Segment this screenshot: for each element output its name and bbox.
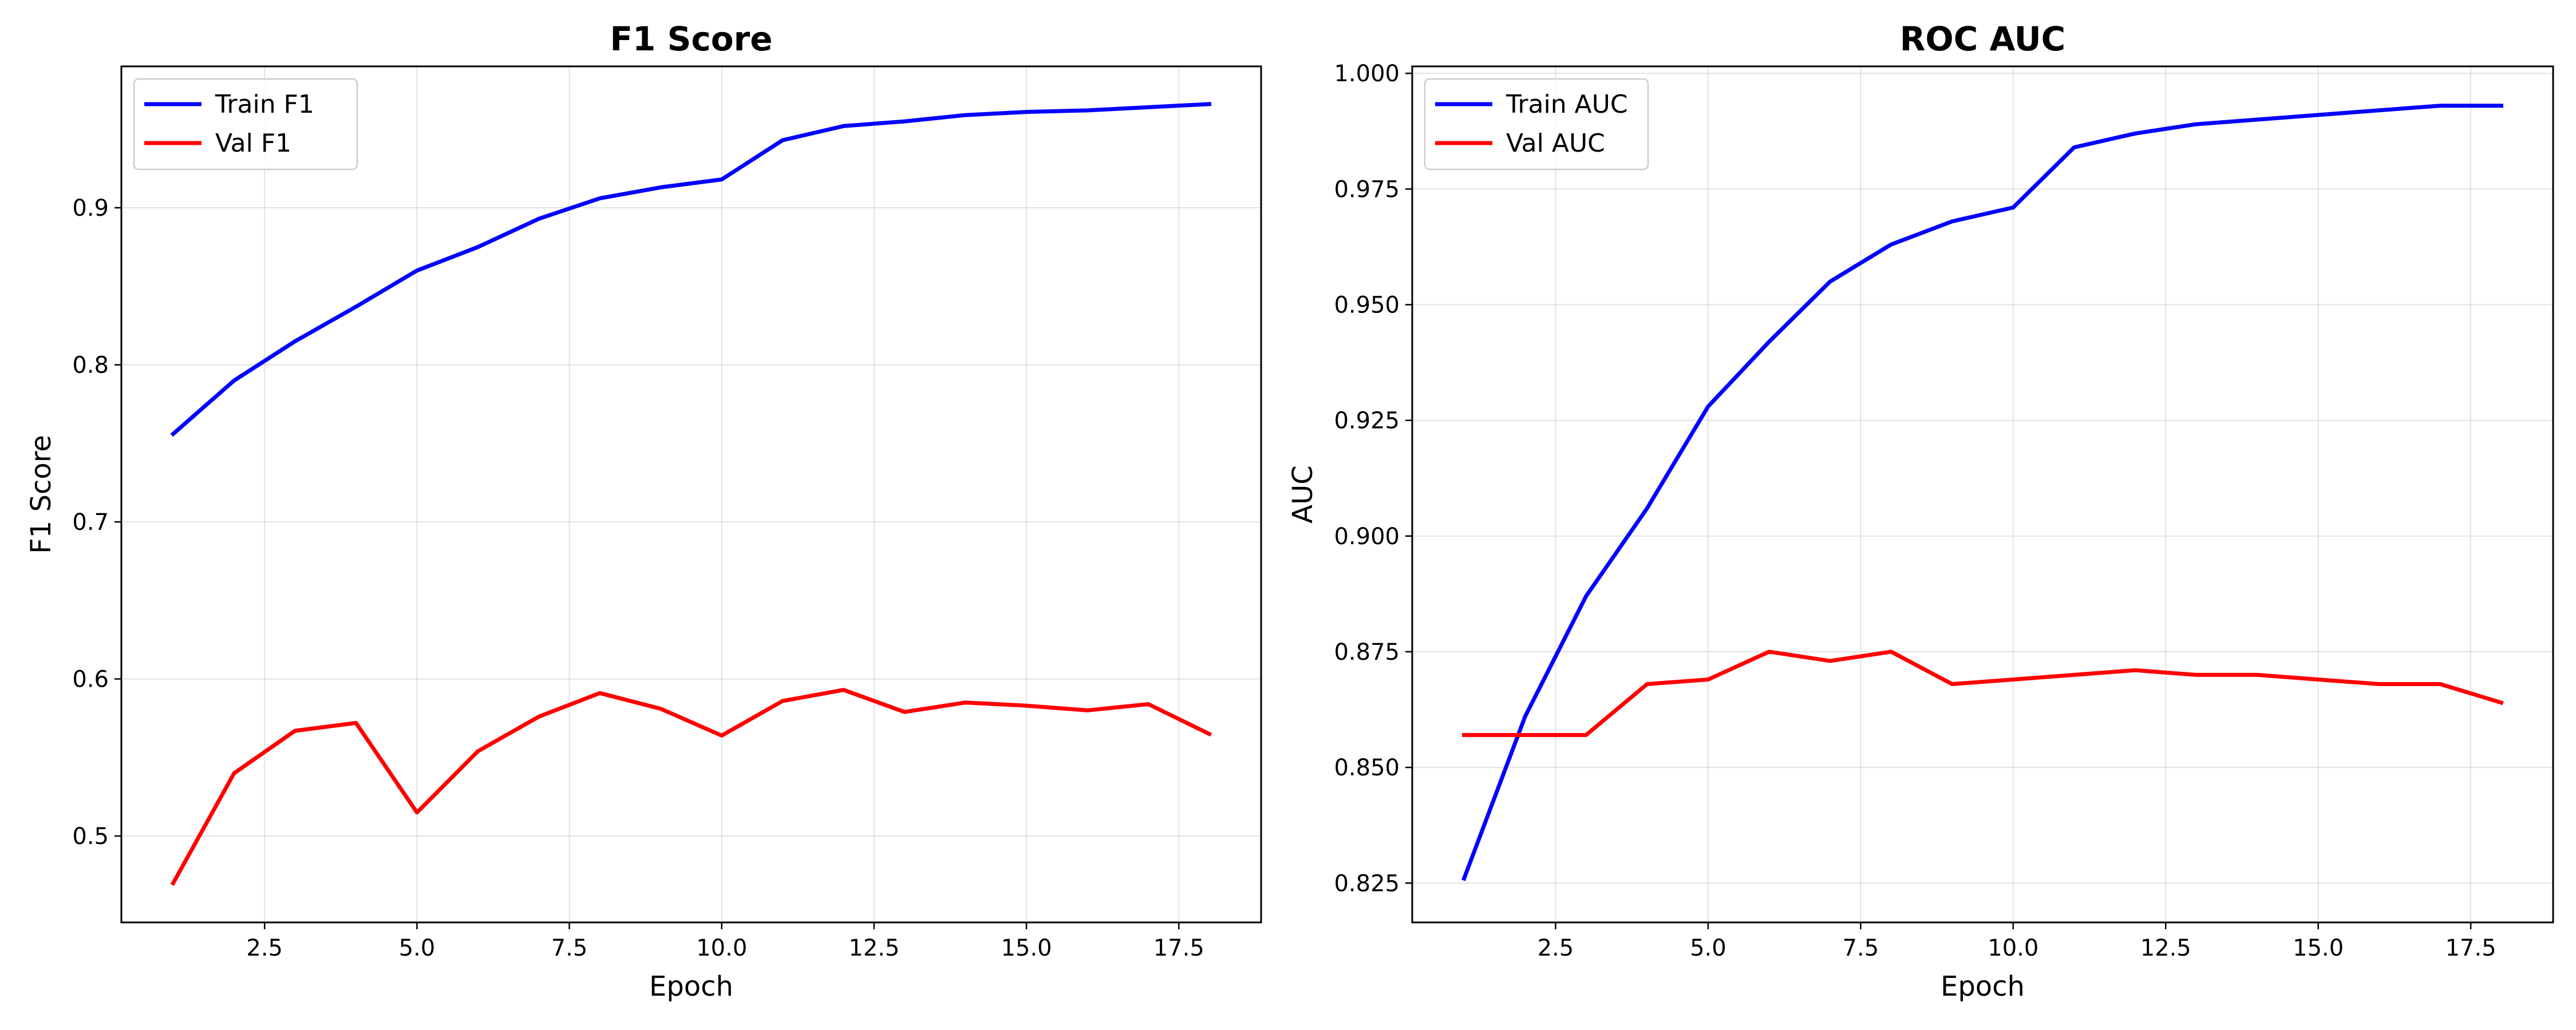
x-tick-label: 7.5 [1843,935,1879,961]
x-axis-label: Epoch [649,970,733,1003]
legend-frame [1424,78,1649,171]
legend: Train F1 Val F1 [133,78,358,171]
y-axis-label: AUC [1287,465,1319,523]
y-tick-label: 1.000 [1334,61,1400,87]
chart-title: ROC AUC [1900,19,2066,58]
plot-frame [120,65,1262,924]
x-tick-label: 10.0 [696,935,747,961]
x-axis-label: Epoch [1941,970,2025,1003]
y-tick-label: 0.9 [72,195,109,221]
x-tick-label: 15.0 [2293,935,2344,961]
subplot-f1: 2.5 5.0 7.5 10.0 12.5 15.0 17.5 0.5 0.6 0.7 0.8 0.9… [25,19,1262,1003]
y-tick-label: 0.7 [72,509,109,536]
x-tick-label: 17.5 [2445,935,2496,961]
y-tick-label: 0.8 [72,352,109,379]
y-tick-label: 0.5 [72,823,109,850]
series-line-val-f1 [170,688,1212,886]
x-tick-label: 5.0 [399,935,436,961]
x-tick-label: 2.5 [246,935,283,961]
legend-label-val-f1: Val F1 [215,129,291,158]
series-line-train-auc [1461,104,2503,881]
x-tick-label: 7.5 [551,935,588,961]
x-tick-label: 12.5 [2140,935,2191,961]
x-tick-label: 17.5 [1153,935,1204,961]
subplot-roc-auc: 2.5 5.0 7.5 10.0 12.5 15.0 17.5 0.825 0.850 0.875… [1287,19,2554,1003]
legend-label-val-auc: Val AUC [1506,129,1605,158]
y-tick-label: 0.825 [1334,870,1400,897]
y-tick-label: 0.950 [1334,292,1400,318]
series-line-val-auc [1462,649,2504,737]
legend: Train AUC Val AUC [1424,78,1649,171]
y-tick-label: 0.875 [1334,639,1400,665]
y-axis-label: F1 Score [25,435,57,554]
legend-label-train-f1: Train F1 [215,90,314,119]
y-tick-label: 0.925 [1334,408,1400,434]
x-tick-label: 15.0 [1001,935,1052,961]
x-tick-label: 2.5 [1538,935,1574,961]
y-tick-label: 0.975 [1334,176,1400,203]
x-tick-label: 5.0 [1690,935,1726,961]
series-line-train-f1 [170,102,1212,437]
y-tick-label: 0.6 [72,667,109,693]
legend-label-train-auc: Train AUC [1506,90,1628,119]
chart-title: F1 Score [610,19,772,58]
y-tick-label: 0.850 [1334,755,1400,781]
plot-frame [1411,65,2554,924]
x-tick-label: 12.5 [848,935,899,961]
x-tick-label: 10.0 [1988,935,2038,961]
legend-frame [133,78,358,171]
y-tick-label: 0.900 [1334,524,1400,550]
